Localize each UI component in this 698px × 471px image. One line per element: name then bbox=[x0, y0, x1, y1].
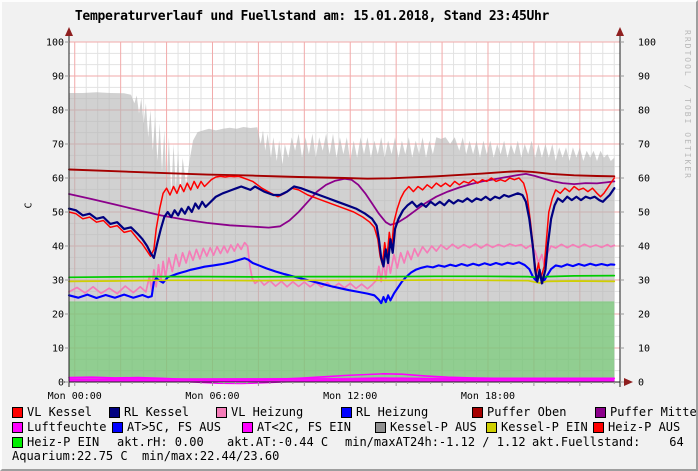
x-tick-label: Mon 06:00 bbox=[185, 391, 239, 402]
y-tick-label-left: 10 bbox=[52, 344, 64, 355]
y-tick-label-right: 50 bbox=[638, 208, 650, 219]
chart-title: Temperaturverlauf und Fuellstand am: 15.… bbox=[74, 9, 550, 24]
legend-item: VL Heizung bbox=[216, 406, 303, 419]
legend-label: Puffer Mitte bbox=[610, 405, 697, 419]
series-kessel-p-ein bbox=[68, 279, 616, 284]
y-tick-label-left: 100 bbox=[46, 38, 64, 49]
y-tick-label-left: 40 bbox=[52, 242, 64, 253]
y-tick-label-right: 20 bbox=[638, 310, 650, 321]
y-tick-label-left: 70 bbox=[52, 140, 64, 151]
x-tick-label: Mon 00:00 bbox=[48, 391, 102, 402]
series-rl-kessel bbox=[67, 185, 616, 285]
legend-label: VL Kessel bbox=[27, 405, 93, 419]
y-tick-label-right: 30 bbox=[638, 276, 650, 287]
y-tick-label-right: 90 bbox=[638, 72, 650, 83]
legend-item: Heiz-P AUS bbox=[593, 421, 680, 434]
rrdtool-watermark: RRDTOOL / TOBI OETIKER bbox=[683, 30, 692, 180]
legend-label: Heiz-P AUS bbox=[608, 420, 681, 434]
legend-label: akt.Fuellstand: 64 bbox=[532, 435, 684, 449]
legend-swatch bbox=[375, 422, 386, 433]
y-tick-label-right: 100 bbox=[638, 38, 656, 49]
series-puffer-oben bbox=[68, 168, 616, 180]
legend-item: Aquarium:22.75 C min/max:22.44/23.60 bbox=[12, 450, 279, 463]
legend-label: min/maxAT24h:-1.12 / 1.12 bbox=[345, 435, 526, 449]
legend-swatch bbox=[486, 422, 497, 433]
legend-label: AT>5C, FS AUS bbox=[127, 420, 221, 434]
legend-swatch bbox=[12, 407, 23, 418]
legend-swatch bbox=[242, 422, 253, 433]
y-tick-label-left: 90 bbox=[52, 72, 64, 83]
series-luftfeuchte bbox=[68, 372, 616, 382]
legend-item: akt.Fuellstand: 64 bbox=[532, 436, 684, 449]
x-tick-label: Mon 12:00 bbox=[323, 391, 377, 402]
y-tick-label-left: 80 bbox=[52, 106, 64, 117]
legend-item: Heiz-P EIN bbox=[12, 436, 99, 449]
y-tick-label-right: 40 bbox=[638, 242, 650, 253]
legend-label: RL Kessel bbox=[124, 405, 190, 419]
arrow-up-right bbox=[616, 27, 624, 36]
legend-label: akt.AT:-0.44 C bbox=[227, 435, 329, 449]
arrow-right bbox=[624, 378, 633, 386]
legend-swatch bbox=[112, 422, 123, 433]
legend-item: akt.AT:-0.44 C bbox=[227, 436, 328, 449]
legend-label: Heiz-P EIN bbox=[27, 435, 100, 449]
legend-item: Puffer Oben bbox=[472, 406, 566, 419]
y-tick-label-right: 80 bbox=[638, 106, 650, 117]
series-vl-heizung bbox=[68, 241, 616, 295]
legend-swatch bbox=[341, 407, 352, 418]
legend-swatch bbox=[12, 437, 23, 448]
y-tick-label-right: 0 bbox=[638, 378, 644, 389]
legend-label: akt.rH: 0.00 bbox=[117, 435, 204, 449]
y-tick-label-left: 60 bbox=[52, 174, 64, 185]
legend-item: Kessel-P AUS bbox=[375, 421, 477, 434]
legend-item: RL Heizung bbox=[341, 406, 428, 419]
area-heiz-p-ein bbox=[69, 301, 615, 382]
legend-swatch bbox=[593, 422, 604, 433]
y-tick-label-left: 0 bbox=[58, 378, 64, 389]
legend-item: Puffer Mitte bbox=[595, 405, 697, 419]
series-rl-heizung bbox=[67, 257, 616, 305]
legend-swatch bbox=[12, 422, 23, 433]
y-tick-label-left: 50 bbox=[52, 208, 64, 219]
legend-label: Aquarium:22.75 C min/max:22.44/23.60 bbox=[12, 449, 280, 463]
legend-item: akt.rH: 0.00 bbox=[117, 436, 204, 449]
x-tick-label: Mon 18:00 bbox=[461, 391, 515, 402]
series-puffer-mitte bbox=[68, 172, 616, 229]
legend-label: RL Heizung bbox=[356, 405, 429, 419]
legend-item: Kessel-P EIN bbox=[486, 421, 588, 434]
legend-swatch bbox=[595, 407, 606, 418]
legend-item: min/maxAT24h:-1.12 / 1.12 bbox=[345, 436, 526, 449]
y-tick-label-right: 70 bbox=[638, 140, 650, 151]
legend-item: AT>5C, FS AUS bbox=[112, 421, 221, 434]
legend-item: RL Kessel bbox=[109, 406, 189, 419]
arrow-up-left bbox=[65, 27, 73, 36]
legend-label: AT<2C, FS EIN bbox=[257, 420, 351, 434]
legend-swatch bbox=[216, 407, 227, 418]
legend-label: Luftfeuchte bbox=[27, 420, 107, 434]
legend-swatch bbox=[109, 407, 120, 418]
legend-item: AT<2C, FS EIN bbox=[242, 421, 351, 434]
legend-label: Kessel-P EIN bbox=[501, 420, 588, 434]
y-tick-label-right: 60 bbox=[638, 174, 650, 185]
legend-label: Kessel-P AUS bbox=[390, 420, 477, 434]
legend-label: Puffer Oben bbox=[487, 405, 567, 419]
legend-item: Luftfeuchte bbox=[12, 421, 106, 434]
y-tick-label-left: 30 bbox=[52, 276, 64, 287]
y-tick-label-right: 10 bbox=[638, 344, 650, 355]
y-tick-label-left: 20 bbox=[52, 310, 64, 321]
legend-item: VL Kessel bbox=[12, 406, 92, 419]
legend-swatch bbox=[472, 407, 483, 418]
legend-label: VL Heizung bbox=[231, 405, 304, 419]
